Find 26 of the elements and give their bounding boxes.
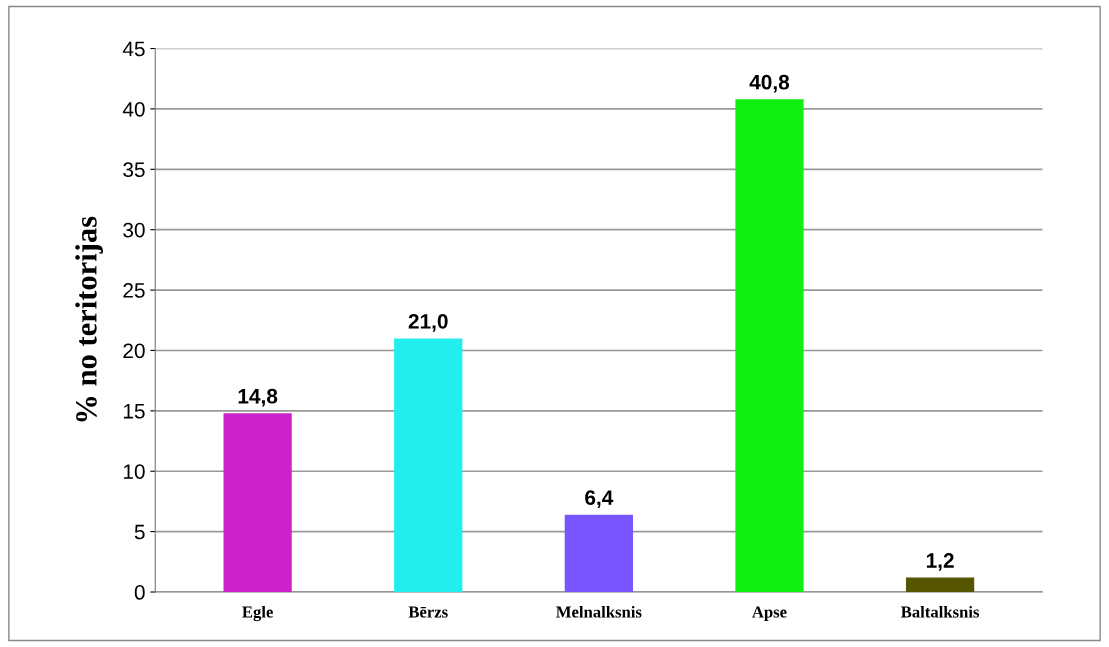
data-label: 6,4: [585, 490, 614, 509]
y-tick-label: 10: [123, 464, 145, 479]
x-tick-label: Melnalksnis: [556, 605, 642, 618]
x-tick-label: Egle: [242, 605, 273, 622]
y-tick-label: 0: [134, 585, 145, 600]
x-tick-label: Bērzs: [408, 606, 448, 618]
data-label: 40,8: [749, 74, 790, 93]
bar: [735, 99, 804, 593]
data-label: 14,8: [238, 388, 278, 407]
data-label: 1,2: [926, 553, 954, 571]
bar: [223, 413, 292, 593]
y-tick-label: 25: [123, 283, 145, 298]
bar: [394, 338, 463, 593]
y-tick-label: 30: [123, 222, 145, 238]
y-axis-title: % no teritorijas: [75, 216, 103, 422]
data-label: 21,0: [408, 313, 448, 332]
y-tick-label: 5: [134, 524, 145, 540]
bar: [564, 514, 633, 593]
y-tick-label: 40: [122, 101, 145, 117]
y-tick-label: 15: [123, 404, 145, 419]
y-tick-label: 20: [123, 343, 145, 359]
y-tick-label: 35: [123, 162, 145, 178]
x-tick-label: Baltalksnis: [901, 605, 980, 618]
y-tick-label: 45: [122, 41, 145, 57]
x-tick-label: Apse: [752, 606, 787, 622]
bar: [905, 577, 975, 593]
